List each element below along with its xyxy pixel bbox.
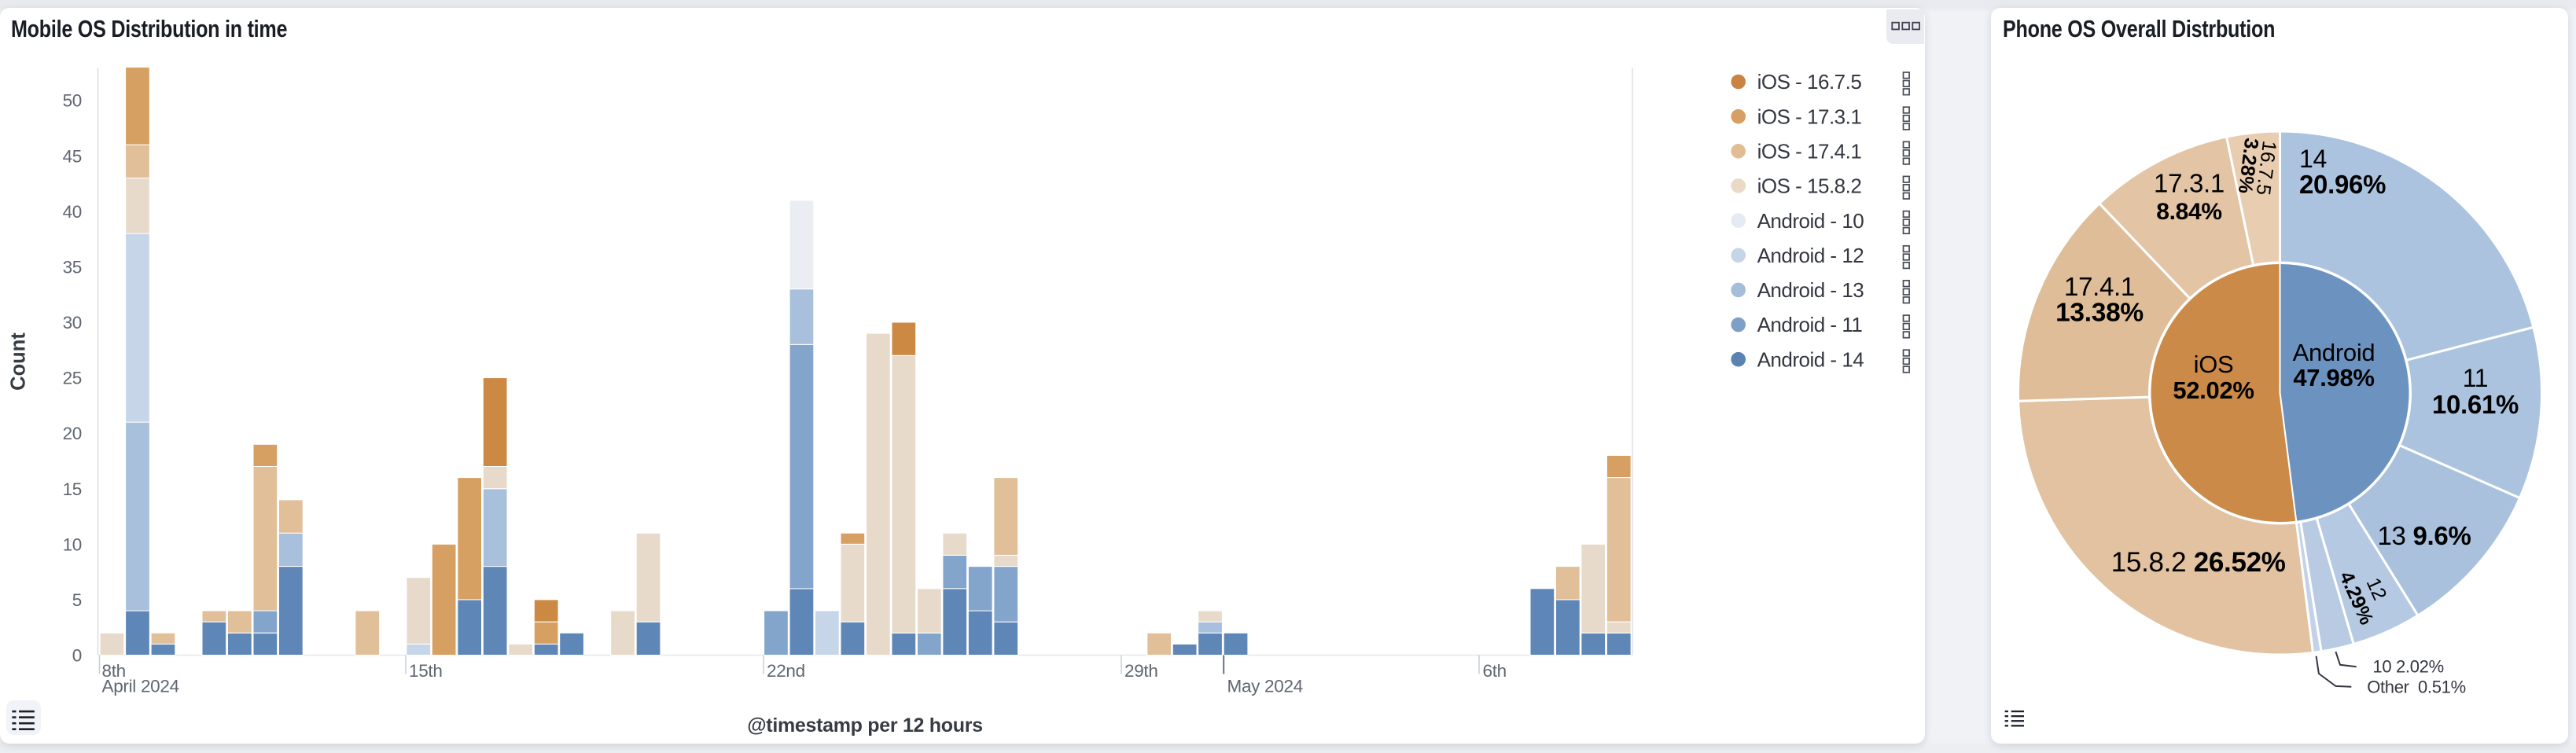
svg-text:Other: Other: [2367, 678, 2409, 697]
svg-text:Android - 10: Android - 10: [1757, 209, 1864, 233]
svg-text:iOS - 17.3.1: iOS - 17.3.1: [1757, 105, 1862, 128]
svg-text:10: 10: [63, 534, 82, 554]
svg-text:iOS - 15.8.2: iOS - 15.8.2: [1757, 174, 1862, 198]
svg-text:Android - 11: Android - 11: [1757, 313, 1863, 336]
svg-text:15th: 15th: [409, 661, 443, 681]
svg-text:35: 35: [63, 257, 82, 277]
svg-text:15: 15: [63, 479, 82, 499]
svg-text:Android - 14: Android - 14: [1757, 347, 1864, 371]
svg-text:13 9.6%: 13 9.6%: [2377, 521, 2471, 550]
svg-text:30: 30: [63, 313, 82, 332]
svg-text:iOS - 17.4.1: iOS - 17.4.1: [1757, 140, 1862, 163]
svg-text:47.98%: 47.98%: [2293, 364, 2374, 391]
svg-text:Android: Android: [2293, 339, 2375, 366]
svg-text:5: 5: [72, 590, 82, 610]
svg-text:17.4.1: 17.4.1: [2064, 272, 2135, 301]
svg-text:50: 50: [63, 91, 82, 111]
svg-text:6th: 6th: [1483, 661, 1507, 681]
svg-text:8th: 8th: [102, 661, 126, 681]
svg-text:13.38%: 13.38%: [2055, 299, 2144, 328]
svg-text:2.02%: 2.02%: [2396, 656, 2444, 676]
svg-text:0.51%: 0.51%: [2418, 678, 2466, 697]
svg-text:11: 11: [2463, 364, 2489, 392]
svg-text:25: 25: [63, 369, 82, 388]
svg-text:14: 14: [2299, 145, 2327, 173]
svg-text:iOS: iOS: [2194, 351, 2234, 378]
svg-text:10: 10: [2372, 656, 2391, 676]
svg-text:Count: Count: [8, 332, 30, 391]
svg-text:20: 20: [63, 424, 82, 443]
svg-text:40: 40: [63, 202, 82, 222]
svg-text:17.3.1: 17.3.1: [2154, 169, 2225, 198]
svg-text:Android - 13: Android - 13: [1757, 278, 1864, 302]
svg-text:52.02%: 52.02%: [2173, 376, 2254, 404]
svg-text:8.84%: 8.84%: [2156, 199, 2222, 225]
svg-text:Android - 12: Android - 12: [1757, 244, 1864, 267]
svg-text:iOS - 16.7.5: iOS - 16.7.5: [1757, 70, 1862, 94]
svg-text:May 2024: May 2024: [1227, 677, 1303, 696]
svg-text:45: 45: [63, 146, 82, 166]
svg-text:0: 0: [72, 646, 82, 666]
svg-text:10.61%: 10.61%: [2432, 390, 2519, 419]
svg-text:20.96%: 20.96%: [2299, 170, 2386, 199]
svg-text:22nd: 22nd: [767, 661, 805, 681]
svg-text:15.8.2 26.52%: 15.8.2 26.52%: [2111, 547, 2286, 578]
svg-text:April 2024: April 2024: [102, 677, 179, 696]
svg-text:29th: 29th: [1124, 661, 1158, 681]
svg-text:@timestamp per 12 hours: @timestamp per 12 hours: [747, 714, 983, 736]
